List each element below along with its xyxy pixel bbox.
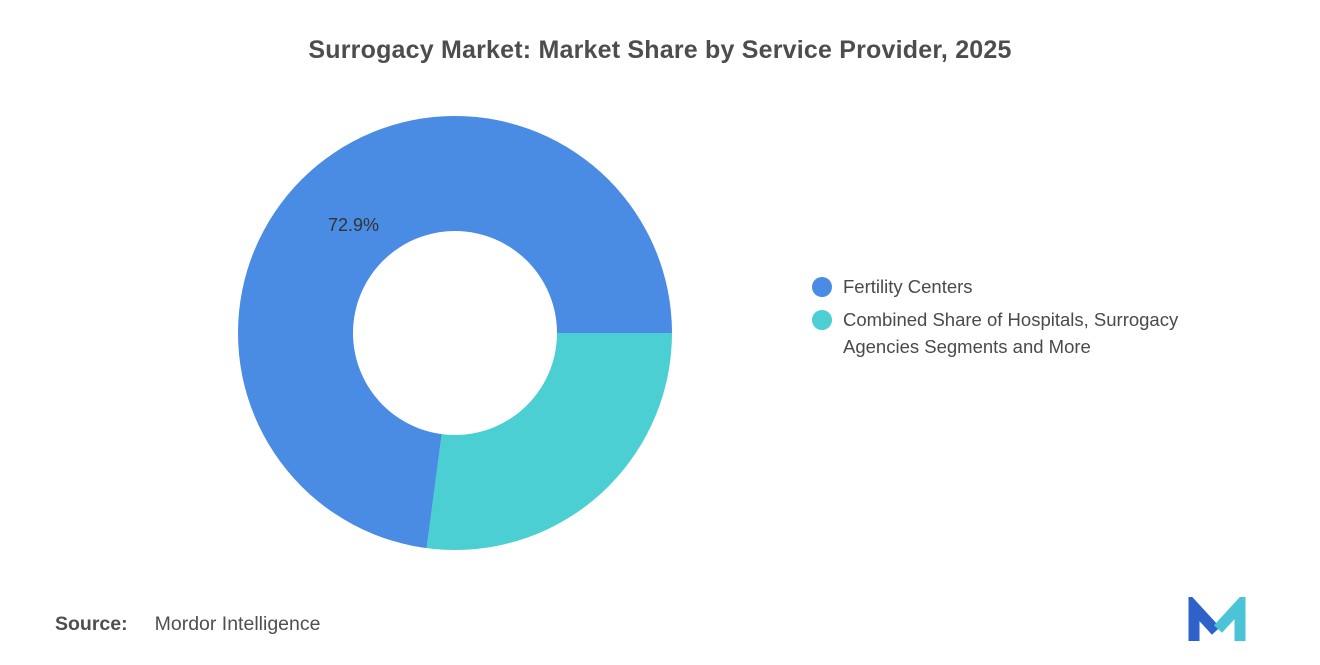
mordor-intelligence-logo bbox=[1188, 597, 1247, 641]
donut-chart: 72.9% bbox=[238, 116, 672, 550]
legend-item-label: Fertility Centers bbox=[843, 276, 973, 297]
legend-item: Combined Share of Hospitals, Surrogacy A… bbox=[812, 306, 1253, 360]
legend-item: Fertility Centers bbox=[812, 273, 1253, 300]
source-value: Mordor Intelligence bbox=[154, 613, 321, 635]
chart-legend: Fertility Centers Combined Share of Hosp… bbox=[812, 273, 1253, 360]
legend-swatch bbox=[812, 277, 832, 297]
source-note: Source: Mordor Intelligence bbox=[55, 613, 320, 636]
donut-hole bbox=[353, 231, 557, 435]
chart-title: Surrogacy Market: Market Share by Servic… bbox=[308, 36, 1012, 64]
mordor-logo-icon bbox=[1188, 597, 1246, 641]
source-label: Source: bbox=[55, 613, 128, 635]
legend-swatch bbox=[812, 310, 832, 330]
legend-item-label: Combined Share of Hospitals, Surrogacy A… bbox=[843, 309, 1179, 357]
slice-label-fertility-centers: 72.9% bbox=[328, 215, 380, 235]
